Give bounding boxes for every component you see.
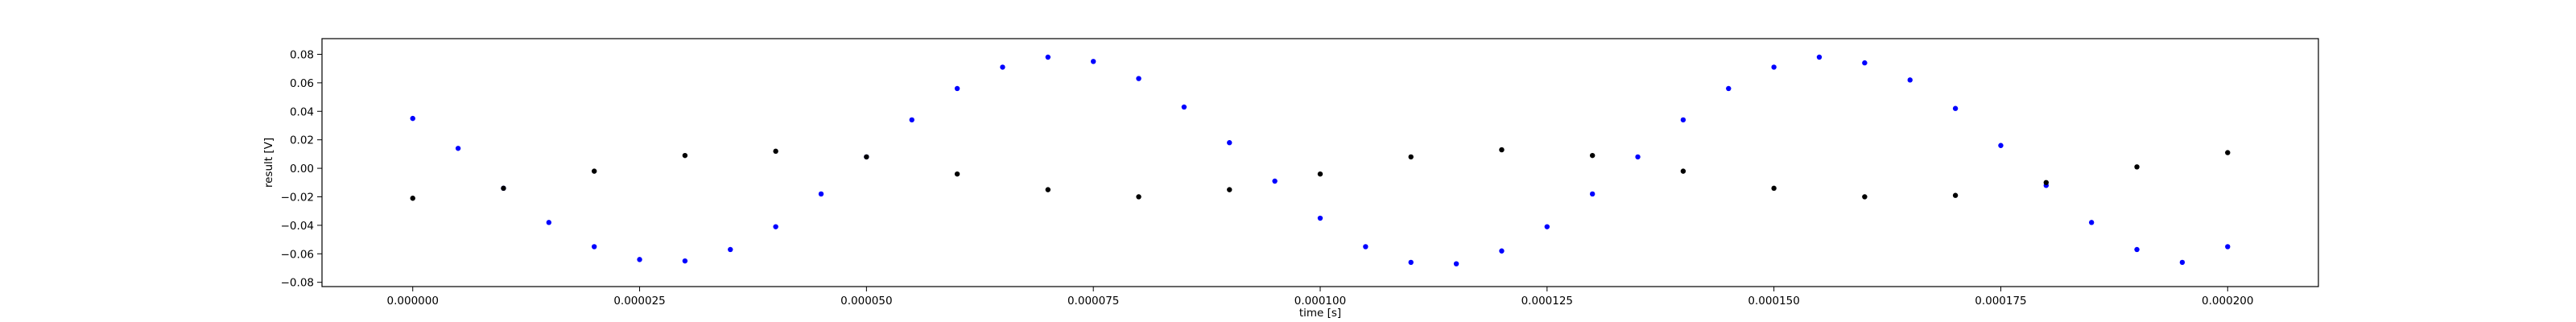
data-point	[682, 258, 688, 264]
data-point	[1907, 77, 1913, 83]
x-axis-label: time [s]	[1299, 307, 1341, 320]
data-point	[1998, 142, 2004, 148]
series-1	[410, 54, 2231, 266]
data-point	[818, 191, 824, 197]
data-point	[954, 171, 960, 177]
data-point	[591, 168, 597, 174]
data-point	[1136, 194, 1141, 200]
data-point	[1045, 54, 1051, 60]
data-point	[2134, 246, 2140, 253]
data-point	[2134, 164, 2140, 170]
data-point	[1680, 168, 1686, 174]
data-point	[1272, 178, 1278, 184]
data-point	[1862, 60, 1868, 66]
data-point	[909, 117, 914, 123]
y-tick-label: −0.08	[281, 277, 314, 290]
series-2	[410, 147, 2231, 201]
data-point	[1181, 104, 1187, 110]
y-tick-label: −0.04	[281, 220, 314, 233]
data-point	[1499, 147, 1505, 153]
y-axis: −0.08 −0.06 −0.04 −0.02 0.00 0.02 0.04 0.06 0.08	[281, 48, 322, 290]
y-axis-label: result [V]	[262, 138, 275, 188]
data-point	[1952, 105, 1959, 111]
x-tick-label: 0.000050	[840, 295, 892, 308]
data-point	[773, 148, 778, 155]
data-point	[1726, 85, 1732, 92]
data-point	[864, 154, 869, 160]
data-point	[1227, 187, 1232, 192]
data-point	[2225, 244, 2231, 250]
data-point	[773, 224, 778, 229]
y-tick-label: −0.06	[281, 248, 314, 261]
x-tick-label: 0.000000	[387, 295, 439, 308]
x-tick-label: 0.000200	[2202, 295, 2253, 308]
data-point	[1000, 64, 1005, 70]
data-point	[455, 146, 461, 151]
data-point	[1589, 191, 1596, 197]
data-point	[1363, 244, 1368, 250]
x-tick-label: 0.000150	[1748, 295, 1799, 308]
x-tick-label: 0.000125	[1521, 295, 1573, 308]
data-point	[501, 185, 506, 192]
x-axis: 0.000000 0.000025 0.000050 0.000075 0.000100…	[387, 287, 2253, 308]
data-point	[1544, 224, 1550, 229]
data-point	[1952, 192, 1959, 198]
data-point	[2043, 180, 2050, 185]
data-point	[954, 85, 960, 92]
data-point	[682, 152, 688, 159]
data-point	[591, 244, 597, 250]
data-point	[1680, 117, 1686, 123]
data-point	[410, 115, 415, 122]
data-point	[1317, 171, 1323, 177]
data-point	[1862, 194, 1868, 200]
y-tick-label: 0.02	[290, 134, 314, 147]
data-point	[2179, 259, 2186, 266]
x-tick-label: 0.000175	[1975, 295, 2026, 308]
data-point	[1136, 76, 1141, 81]
x-tick-label: 0.000075	[1067, 295, 1119, 308]
x-tick-label: 0.000025	[613, 295, 665, 308]
y-tick-label: 0.00	[290, 163, 314, 175]
data-point	[1045, 187, 1051, 192]
data-point	[410, 196, 415, 201]
data-point	[2225, 150, 2231, 155]
data-point	[1453, 261, 1459, 266]
data-point	[637, 257, 642, 262]
data-point	[546, 220, 552, 225]
data-point	[1408, 259, 1414, 266]
y-tick-label: 0.08	[290, 48, 314, 61]
data-point	[1408, 154, 1414, 160]
x-tick-label: 0.000100	[1294, 295, 1346, 308]
data-point	[1771, 64, 1777, 70]
data-point	[1635, 154, 1641, 160]
y-tick-label: 0.04	[290, 105, 314, 118]
y-tick-label: −0.02	[281, 191, 314, 204]
data-point	[1227, 140, 1232, 146]
data-point	[2088, 220, 2095, 225]
plot-area-frame	[321, 38, 2319, 287]
data-point	[1771, 185, 1777, 192]
data-point	[1589, 152, 1596, 159]
data-point	[1317, 215, 1323, 221]
data-point	[1499, 248, 1505, 254]
data-point	[1090, 59, 1096, 64]
y-tick-label: 0.06	[290, 77, 314, 90]
series-layer	[410, 54, 2231, 266]
data-point	[728, 246, 733, 253]
data-point	[1816, 54, 1823, 60]
